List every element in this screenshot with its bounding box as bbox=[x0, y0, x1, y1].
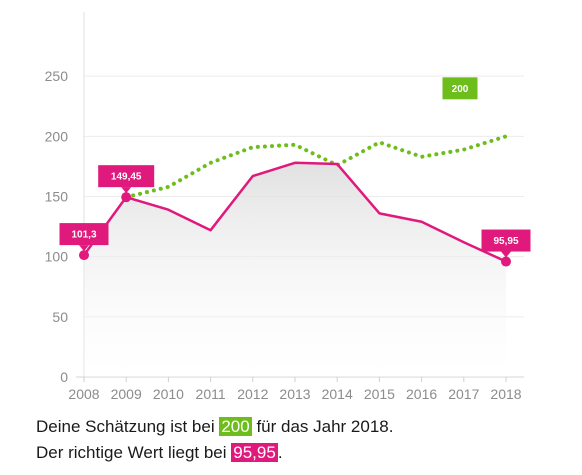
callout-box bbox=[59, 223, 109, 246]
callout-box bbox=[481, 229, 531, 252]
y-tick-label: 200 bbox=[45, 128, 69, 144]
x-tick-label: 2009 bbox=[111, 386, 142, 402]
actual-series-line bbox=[82, 161, 507, 263]
callout-pointer bbox=[79, 245, 89, 252]
x-tick-label: 2014 bbox=[322, 386, 353, 402]
x-tick-label: 2012 bbox=[237, 386, 268, 402]
callout-box bbox=[442, 77, 478, 100]
x-tick-label: 2016 bbox=[406, 386, 437, 402]
line-chart: 0 50 100 150 200 250 2008 2009 2010 2011 2012 2013 2… bbox=[45, 12, 531, 402]
value-callout: 149,45 bbox=[98, 165, 155, 194]
estimate-series-line bbox=[124, 134, 508, 200]
y-tick-label: 0 bbox=[60, 369, 68, 385]
value-callout: 101,3 bbox=[59, 223, 109, 252]
actual-value-badge: 95,95 bbox=[231, 443, 278, 462]
x-tick-label: 2015 bbox=[364, 386, 395, 402]
y-tick-label: 100 bbox=[45, 249, 69, 265]
estimate-result-text: Deine Schätzung ist bei 200 für das Jahr… bbox=[36, 417, 393, 437]
actual-result-text: Der richtige Wert liegt bei 95,95. bbox=[36, 443, 283, 463]
x-tick-label: 2017 bbox=[448, 386, 479, 402]
callout-pointer bbox=[501, 251, 511, 258]
x-tick-label: 2010 bbox=[153, 386, 184, 402]
value-callout: 95,95 bbox=[481, 229, 531, 258]
y-tick-label: 250 bbox=[45, 68, 69, 84]
callout-label: 200 bbox=[452, 84, 469, 95]
y-tick-label: 50 bbox=[52, 309, 68, 325]
actual-area-fill bbox=[84, 162, 506, 377]
callout-pointer bbox=[121, 187, 132, 194]
callout-label: 101,3 bbox=[71, 230, 96, 241]
actual-point-marker bbox=[501, 256, 511, 267]
estimate-value-badge: 200 bbox=[219, 417, 252, 436]
actual-point-marker bbox=[121, 192, 132, 203]
x-tick-label: 2018 bbox=[490, 386, 521, 402]
estimate-suffix: für das Jahr 2018. bbox=[251, 417, 394, 436]
actual-suffix: . bbox=[277, 443, 283, 462]
estimate-prefix: Deine Schätzung ist bei bbox=[36, 417, 220, 436]
actual-point-marker bbox=[79, 250, 89, 261]
callout-label: 95,95 bbox=[493, 236, 518, 247]
callout-box bbox=[98, 165, 155, 188]
x-tick-label: 2013 bbox=[279, 386, 310, 402]
estimate-callout: 200 bbox=[442, 77, 478, 100]
x-tick-label: 2011 bbox=[196, 386, 226, 402]
x-tick-label: 2008 bbox=[68, 386, 99, 402]
y-tick-label: 150 bbox=[45, 189, 69, 205]
actual-prefix: Der richtige Wert liegt bei bbox=[36, 443, 232, 462]
callout-label: 149,45 bbox=[111, 172, 142, 183]
